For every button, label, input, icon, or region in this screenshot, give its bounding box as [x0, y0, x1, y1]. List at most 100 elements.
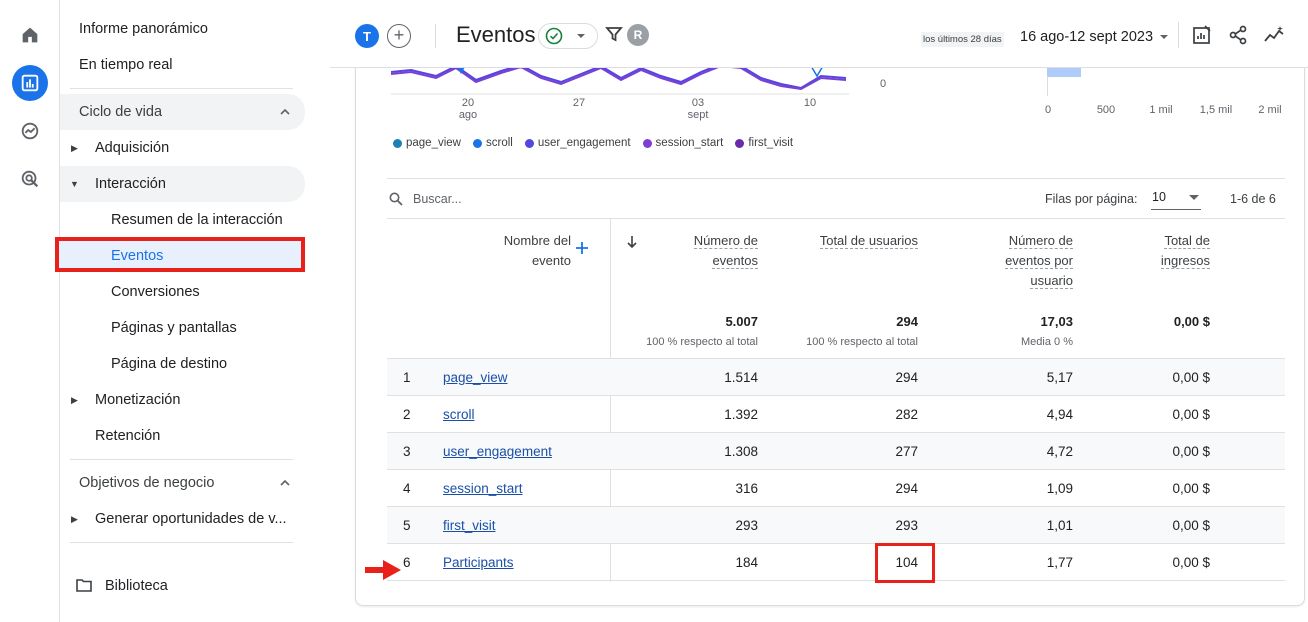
header-line: Nombre del — [503, 233, 571, 248]
sort-descending-icon[interactable] — [626, 235, 638, 249]
sidebar-item-retencion[interactable]: Retención — [60, 419, 305, 453]
event-name-link[interactable]: user_engagement — [443, 444, 552, 459]
legend-label: scroll — [485, 137, 513, 149]
chevron-down-icon[interactable] — [1159, 33, 1169, 41]
header-line: Total de — [1164, 233, 1210, 249]
total-eventos: 5.007 — [725, 314, 758, 329]
event-name-link[interactable]: page_view — [443, 370, 508, 385]
section-title: Ciclo de vida — [79, 104, 163, 120]
comparison-avatar[interactable]: T — [355, 24, 379, 48]
advertising-icon[interactable] — [12, 161, 48, 197]
sidebar-item-informe-panoramico[interactable]: Informe panorámico — [60, 12, 305, 46]
caret-right-icon[interactable]: ▶ — [71, 395, 78, 405]
cell-ingresos: 0,00 $ — [1172, 370, 1210, 385]
search-icon — [389, 192, 403, 206]
caret-down-icon[interactable]: ▼ — [70, 179, 79, 189]
total-usuarios-sub: 100 % respecto al total — [806, 336, 918, 348]
rows-per-page-value: 10 — [1152, 190, 1166, 204]
legend-label: user_engagement — [537, 137, 631, 149]
folder-icon — [76, 579, 92, 592]
sidebar-item-monetizacion[interactable]: Monetización — [60, 383, 305, 417]
event-name-link[interactable]: first_visit — [443, 518, 496, 533]
row-index: 2 — [403, 407, 411, 422]
insights-icon[interactable] — [1263, 24, 1285, 46]
chevron-up-icon[interactable] — [278, 105, 292, 119]
sidebar-item-eventos[interactable]: Eventos — [55, 237, 305, 272]
sidebar-item-biblioteca[interactable]: Biblioteca — [60, 569, 305, 603]
row-index: 1 — [403, 370, 411, 385]
caret-right-icon[interactable]: ▶ — [71, 143, 78, 153]
legend-item[interactable]: page_view — [393, 137, 461, 149]
sidebar-item-paginas-pantallas[interactable]: Páginas y pantallas — [60, 311, 305, 345]
sidebar-item-generar-oportunidades[interactable]: Generar oportunidades de v... — [60, 502, 305, 536]
date-range-picker[interactable]: 16 ago-12 sept 2023 — [1020, 29, 1154, 45]
cell-usuarios: 282 — [895, 407, 918, 422]
cell-eventos: 1.308 — [724, 444, 758, 459]
cell-ingresos: 0,00 $ — [1172, 481, 1210, 496]
header-line: Número de — [693, 233, 758, 249]
line-chart — [391, 68, 849, 95]
rows-per-page-select[interactable]: 10 — [1151, 186, 1201, 210]
legend-dot — [393, 138, 402, 148]
user-avatar[interactable]: R — [627, 24, 649, 46]
report-card: 20 ago 27 03 sept 10 0 0 500 1 mil 1,5 m… — [355, 68, 1305, 606]
event-name-link[interactable]: scroll — [443, 407, 475, 422]
column-header-eventos[interactable]: Número de eventos — [646, 231, 758, 271]
filter-icon[interactable] — [605, 25, 623, 43]
cell-eventos: 316 — [735, 481, 758, 496]
events-chart: 20 ago 27 03 sept 10 0 0 500 1 mil 1,5 m… — [356, 68, 1306, 178]
header-line: Número de — [1008, 233, 1073, 249]
chevron-up-icon[interactable] — [278, 476, 292, 490]
column-header-ingresos[interactable]: Total de ingresos — [1100, 231, 1210, 271]
search-input[interactable] — [413, 188, 713, 210]
sidebar-item-label: Páginas y pantallas — [111, 320, 237, 336]
status-dropdown[interactable] — [538, 23, 598, 49]
sidebar-item-tiempo-real[interactable]: En tiempo real — [60, 48, 305, 82]
cell-por-usuario: 1,01 — [1046, 518, 1073, 533]
edit-report-icon[interactable] — [1191, 24, 1213, 46]
dimension-header[interactable]: Nombre del evento — [456, 231, 571, 271]
bar-axis-tick: 500 — [1096, 104, 1116, 116]
sidebar-item-conversiones[interactable]: Conversiones — [60, 275, 305, 309]
cell-ingresos: 0,00 $ — [1172, 518, 1210, 533]
column-header-usuarios[interactable]: Total de usuarios — [786, 231, 918, 251]
sidebar-item-interaccion[interactable]: Interacción — [60, 167, 305, 201]
add-dimension-icon[interactable] — [574, 240, 590, 256]
caret-right-icon[interactable]: ▶ — [71, 514, 78, 524]
legend-item[interactable]: user_engagement — [524, 137, 631, 149]
divider — [70, 88, 293, 89]
divider — [387, 218, 1285, 219]
legend-item[interactable]: scroll — [472, 137, 513, 149]
cell-usuarios: 277 — [895, 444, 918, 459]
share-icon[interactable] — [1227, 24, 1249, 46]
legend-item[interactable]: first_visit — [735, 137, 793, 149]
explore-icon[interactable] — [12, 113, 48, 149]
column-header-eventos-por-usuario[interactable]: Número de eventos por usuario — [956, 231, 1073, 291]
rows-per-page-label: Filas por página: — [1045, 192, 1138, 206]
section-ciclo-de-vida[interactable]: Ciclo de vida — [60, 95, 305, 129]
reports-icon[interactable] — [12, 65, 48, 101]
table-row: 2 scroll 1.392 282 4,94 0,00 $ — [387, 395, 1285, 432]
legend-item[interactable]: session_start — [642, 137, 723, 149]
event-name-link[interactable]: session_start — [443, 481, 523, 496]
total-ingresos: 0,00 $ — [1173, 314, 1210, 329]
sidebar-item-label: Adquisición — [95, 140, 170, 156]
event-name-link[interactable]: Participants — [443, 555, 514, 570]
sidebar-item-resumen-interaccion[interactable]: Resumen de la interacción — [60, 203, 305, 237]
section-objetivos-negocio[interactable]: Objetivos de negocio — [60, 466, 305, 500]
chevron-down-icon — [1189, 195, 1199, 200]
legend-dot — [524, 138, 534, 148]
legend-label: page_view — [406, 137, 461, 149]
cell-eventos: 1.392 — [724, 407, 758, 422]
cell-eventos: 1.514 — [724, 370, 758, 385]
column-divider — [610, 218, 611, 582]
header-line: usuario — [1030, 273, 1073, 289]
sidebar-item-adquisicion[interactable]: Adquisición — [60, 131, 305, 165]
home-icon[interactable] — [12, 17, 48, 53]
table-row: 4 session_start 316 294 1,09 0,00 $ — [387, 469, 1285, 506]
x-tick-label: 03 — [691, 97, 705, 109]
x-tick-label: 20 — [461, 97, 475, 109]
sidebar-item-pagina-destino[interactable]: Página de destino — [60, 347, 305, 381]
table-toolbar: Filas por página: 10 1-6 de 6 — [387, 180, 1285, 218]
add-comparison-button[interactable]: + — [387, 24, 411, 48]
